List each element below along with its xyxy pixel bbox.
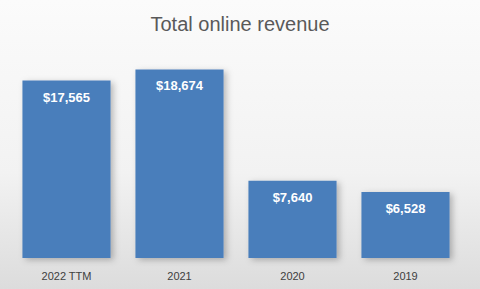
svg-text:Total online revenue: Total online revenue xyxy=(150,13,329,35)
svg-text:2020: 2020 xyxy=(280,270,304,282)
svg-text:2021: 2021 xyxy=(167,270,191,282)
svg-text:$17,565: $17,565 xyxy=(43,90,90,105)
svg-text:$7,640: $7,640 xyxy=(273,190,313,205)
svg-text:$6,528: $6,528 xyxy=(386,201,426,216)
svg-text:2022 TTM: 2022 TTM xyxy=(42,270,92,282)
svg-text:2019: 2019 xyxy=(393,270,417,282)
svg-text:$18,674: $18,674 xyxy=(156,78,204,93)
